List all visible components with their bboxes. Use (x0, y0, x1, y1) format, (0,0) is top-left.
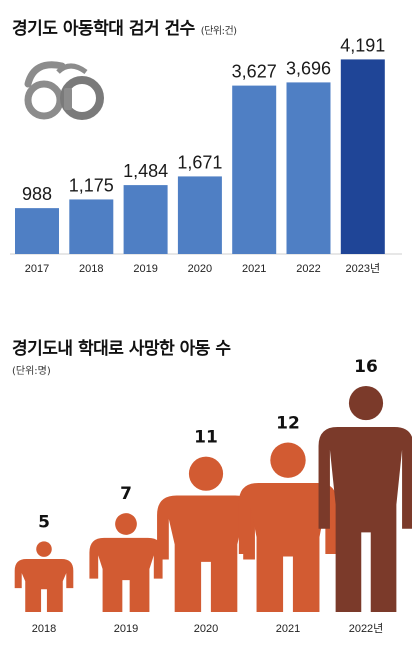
chart1-tick-2023년: 2023년 (346, 262, 381, 275)
chart1-tick-2019: 2019 (133, 263, 157, 275)
person-icon-2021 (238, 442, 338, 612)
chart1-bar-2018 (69, 199, 114, 254)
chart1-tick-2022: 2022 (296, 263, 320, 275)
chart2-tick-2021: 2021 (276, 623, 300, 635)
person-body (14, 559, 74, 612)
handcuffs-icon (24, 61, 104, 120)
arrests-bar-chart: 988 2017 1,175 2018 1,484 2019 1,671 2020 3,627 2… (10, 35, 402, 275)
person-head (36, 541, 52, 557)
chart2-value-label-2020: 11 (194, 428, 218, 448)
chart1-value-label-2020: 1,671 (177, 152, 222, 172)
chart1-title: 경기도 아동학대 검거 건수 (단위:건) (12, 14, 237, 39)
chart2-value-label-2022년: 16 (354, 357, 378, 377)
chart1-tick-2021: 2021 (242, 263, 266, 275)
person-icon-2018 (14, 541, 74, 612)
chart2-value-label-2021: 12 (276, 414, 300, 434)
chart1-value-label-2018: 1,175 (69, 175, 114, 195)
chart1-tick-2018: 2018 (79, 263, 103, 275)
chart1-tick-2017: 2017 (25, 263, 49, 275)
chart1-bar-2020 (177, 176, 222, 254)
person-head (188, 456, 224, 491)
person-body (89, 537, 163, 612)
chart1-value-label-2021: 3,627 (232, 62, 277, 82)
chart1-unit: (단위:건) (200, 26, 237, 37)
person-body (157, 495, 255, 612)
chart1-bar-2021 (232, 85, 277, 254)
chart2-title: 경기도내 학대로 사망한 아동 수 (12, 339, 231, 359)
chart2-unit: (단위:명) (12, 366, 51, 377)
chart2-value-label-2018: 5 (38, 512, 50, 532)
person-body (318, 426, 412, 612)
person-body (238, 482, 338, 612)
chart1-tick-2020: 2020 (188, 263, 212, 275)
chart1-value-label-2017: 988 (22, 184, 52, 204)
person-head (115, 513, 137, 535)
chart2-tick-2019: 2019 (114, 623, 138, 635)
chart2-tick-2018: 2018 (32, 623, 56, 635)
chart1-bar-2023년 (340, 59, 385, 254)
chart1-bar-2019 (123, 185, 168, 254)
person-head (348, 386, 384, 421)
chart2-tick-2020: 2020 (194, 623, 218, 635)
person-head (270, 442, 306, 478)
chart1-value-label-2019: 1,484 (123, 161, 168, 181)
chart1-value-label-2023년: 4,191 (340, 35, 385, 55)
chart2-tick-2022년: 2022년 (349, 622, 384, 635)
person-icon-2022년 (318, 386, 412, 612)
person-icon-2020 (157, 456, 255, 612)
chart1-bar-2022 (286, 82, 331, 255)
chart1-value-label-2022: 3,696 (286, 58, 331, 78)
chart1-title-text: 경기도 아동학대 검거 건수 (12, 19, 195, 39)
person-icon-2019 (89, 513, 163, 612)
chart1-bar-2017 (15, 208, 59, 254)
chart2-value-label-2019: 7 (120, 484, 132, 504)
